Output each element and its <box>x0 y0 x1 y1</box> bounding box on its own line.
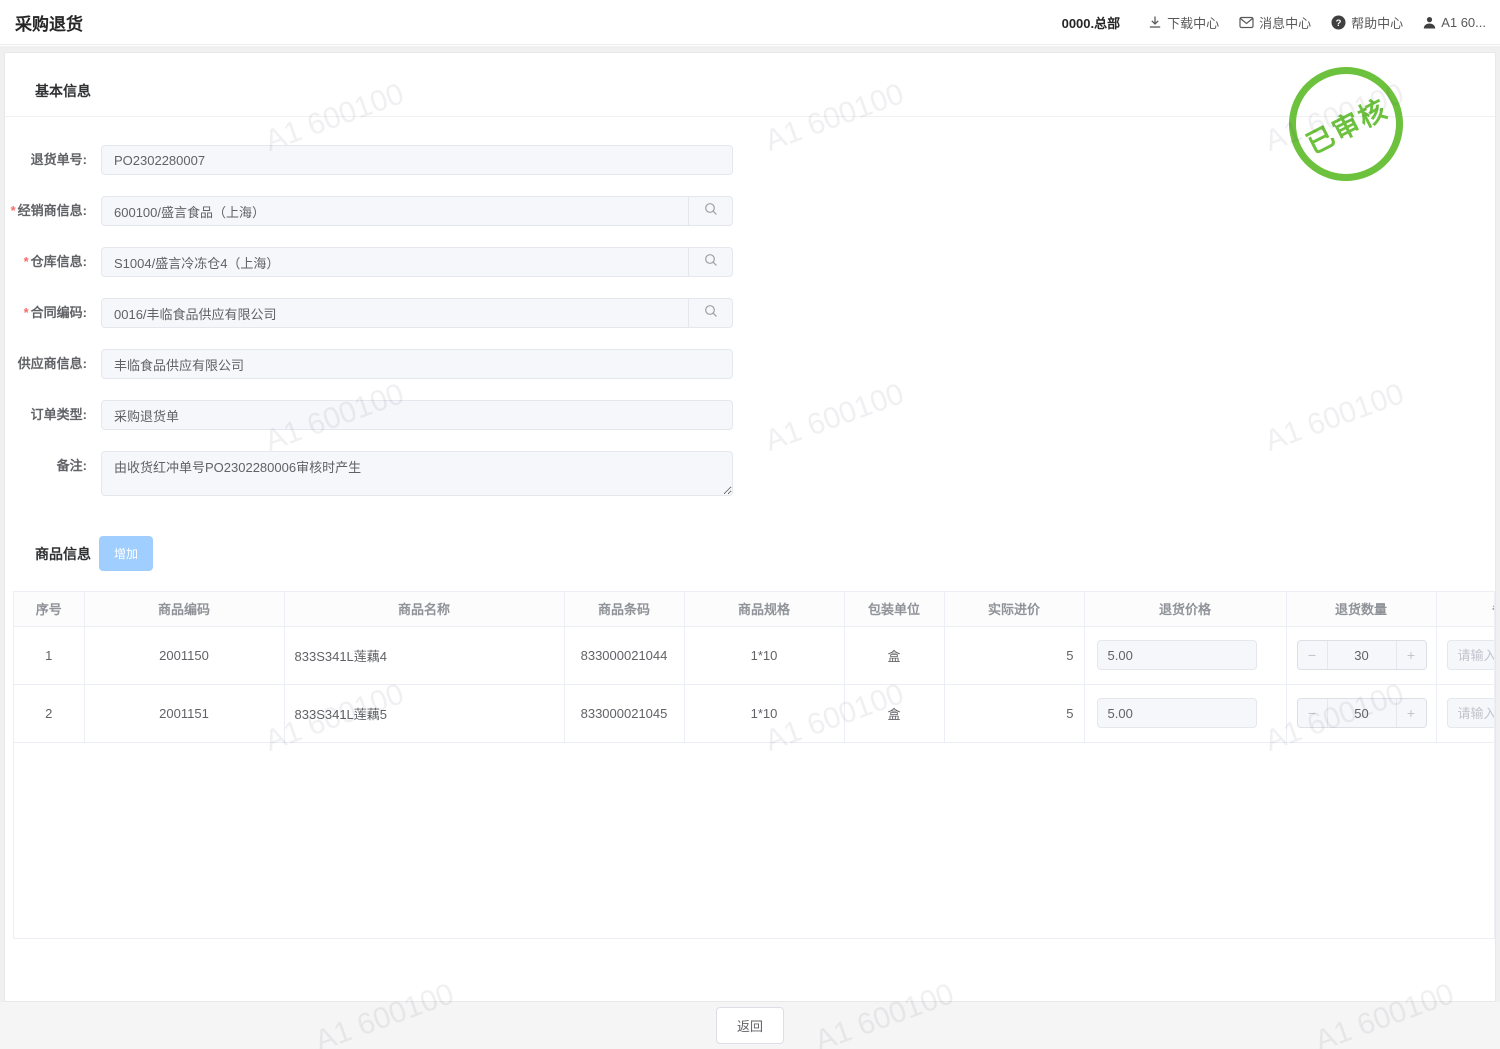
cell-return-price <box>1084 626 1287 685</box>
cell-price: 5 <box>944 626 1085 685</box>
add-row-button[interactable]: 增加 <box>99 536 154 571</box>
user-icon <box>1423 16 1436 29</box>
col-barcode: 商品条码 <box>564 592 685 627</box>
qty-value[interactable]: 30 <box>1354 647 1369 663</box>
cell-remark <box>1436 684 1494 743</box>
search-icon <box>704 253 718 272</box>
section-divider <box>5 116 1495 117</box>
org-selector[interactable]: 0000.总部 <box>1061 15 1121 31</box>
topnav: 0000.总部 下载中心 消息中心 ? 帮助中心 A1 60... <box>1062 13 1486 32</box>
return-price-input[interactable] <box>1096 698 1257 728</box>
field-label: 备注: <box>56 458 87 473</box>
cell-unit: 盒 <box>844 626 945 685</box>
field-order-type: 订单类型: <box>5 400 1495 430</box>
user-menu[interactable]: A1 60... <box>1423 15 1486 30</box>
back-button[interactable]: 返回 <box>715 1007 784 1044</box>
page-title: 采购退货 <box>15 14 83 34</box>
goods-table: 序号 商品编码 商品名称 商品条码 商品规格 包装单位 实际进价 退货价格 退货… <box>13 591 1495 939</box>
svg-text:?: ? <box>1336 18 1342 29</box>
field-return-order-no: 退货单号: <box>5 145 1495 175</box>
contract-search-button[interactable] <box>688 298 733 328</box>
table-row: 1 2001150 833S341L莲藕4 833000021044 1*10 … <box>14 626 1494 685</box>
col-spec: 商品规格 <box>684 592 845 627</box>
required-mark: * <box>23 254 29 269</box>
cell-return-qty: − 30 + <box>1286 626 1437 685</box>
field-contract: * 合同编码: <box>5 298 1495 328</box>
col-price: 实际进价 <box>944 592 1085 627</box>
message-icon <box>1239 16 1254 29</box>
goods-section-header: 商品信息 增加 <box>35 536 1495 571</box>
col-name: 商品名称 <box>284 592 565 627</box>
cell-name: 833S341L莲藕4 <box>284 626 565 685</box>
col-unit: 包装单位 <box>844 592 945 627</box>
cell-barcode: 833000021045 <box>564 684 685 743</box>
search-icon <box>704 304 718 323</box>
cell-return-price <box>1084 684 1287 743</box>
increase-button[interactable]: + <box>1395 641 1426 669</box>
order-type-input[interactable] <box>101 400 733 430</box>
field-label: * 仓库信息: <box>23 254 87 269</box>
search-icon <box>704 202 718 221</box>
cell-spec: 1*10 <box>684 684 845 743</box>
help-icon: ? <box>1331 15 1346 30</box>
decrease-button[interactable]: − <box>1297 641 1328 669</box>
table-row: 2 2001151 833S341L莲藕5 833000021045 1*10 … <box>14 684 1494 743</box>
required-mark: * <box>10 203 16 218</box>
field-label: 供应商信息: <box>17 356 87 371</box>
order-detail-card: 基本信息 退货单号: *经销商信息: *仓库信息: <box>4 52 1496 1002</box>
basic-info-form: 退货单号: *经销商信息: *仓库信息: *合同编码: <box>5 117 1495 501</box>
cell-seq: 1 <box>14 626 85 685</box>
cell-barcode: 833000021044 <box>564 626 685 685</box>
cell-price: 5 <box>944 684 1085 743</box>
cell-name: 833S341L莲藕5 <box>284 684 565 743</box>
basic-info-section-title: 基本信息 <box>35 83 91 99</box>
message-center-link[interactable]: 消息中心 <box>1239 13 1311 32</box>
qty-value[interactable]: 50 <box>1354 705 1369 721</box>
help-center-link[interactable]: ? 帮助中心 <box>1331 13 1403 32</box>
field-label: * 经销商信息: <box>10 203 87 218</box>
cell-seq: 2 <box>14 684 85 743</box>
cell-code: 2001151 <box>84 684 285 743</box>
warehouse-input[interactable] <box>101 247 733 277</box>
cell-remark <box>1436 626 1494 685</box>
distributor-input[interactable] <box>101 196 733 226</box>
contract-input[interactable] <box>101 298 733 328</box>
col-return-qty: 退货数量 <box>1286 592 1437 627</box>
return-price-input[interactable] <box>1096 640 1257 670</box>
field-distributor: * 经销商信息: <box>5 196 1495 226</box>
field-label: 订单类型: <box>30 407 87 422</box>
distributor-search-button[interactable] <box>688 196 733 226</box>
download-center-link[interactable]: 下载中心 <box>1148 13 1219 32</box>
qty-stepper: − 30 + <box>1296 640 1427 670</box>
col-code: 商品编码 <box>84 592 285 627</box>
warehouse-search-button[interactable] <box>688 247 733 277</box>
remark-textarea[interactable]: 由收货红冲单号PO2302280006审核时产生 <box>101 451 733 496</box>
cell-return-qty: − 50 + <box>1286 684 1437 743</box>
col-seq: 序号 <box>14 592 85 627</box>
cell-unit: 盒 <box>844 684 945 743</box>
row-remark-input[interactable] <box>1446 640 1494 670</box>
cell-spec: 1*10 <box>684 626 845 685</box>
page-content: 基本信息 退货单号: *经销商信息: *仓库信息: <box>0 46 1500 1049</box>
download-icon <box>1148 15 1162 29</box>
footer-bar: 返回 <box>0 1002 1500 1049</box>
topbar: 采购退货 0000.总部 下载中心 消息中心 ? 帮助中心 A1 60... <box>0 0 1500 45</box>
row-remark-input[interactable] <box>1446 698 1494 728</box>
increase-button[interactable]: + <box>1395 699 1426 727</box>
decrease-button[interactable]: − <box>1297 699 1328 727</box>
qty-stepper: − 50 + <box>1296 698 1427 728</box>
cell-code: 2001150 <box>84 626 285 685</box>
field-label: 退货单号: <box>30 152 87 167</box>
field-label: * 合同编码: <box>23 305 87 320</box>
return-order-no-input[interactable] <box>101 145 733 175</box>
supplier-input[interactable] <box>101 349 733 379</box>
field-supplier: 供应商信息: <box>5 349 1495 379</box>
goods-section-title: 商品信息 <box>35 545 91 562</box>
required-mark: * <box>23 305 29 320</box>
table-header-row: 序号 商品编码 商品名称 商品条码 商品规格 包装单位 实际进价 退货价格 退货… <box>14 592 1494 627</box>
field-remark: 备注: 由收货红冲单号PO2302280006审核时产生 <box>5 451 1495 501</box>
col-remark: 备注 <box>1436 592 1494 627</box>
field-warehouse: * 仓库信息: <box>5 247 1495 277</box>
col-return-price: 退货价格 <box>1084 592 1287 627</box>
